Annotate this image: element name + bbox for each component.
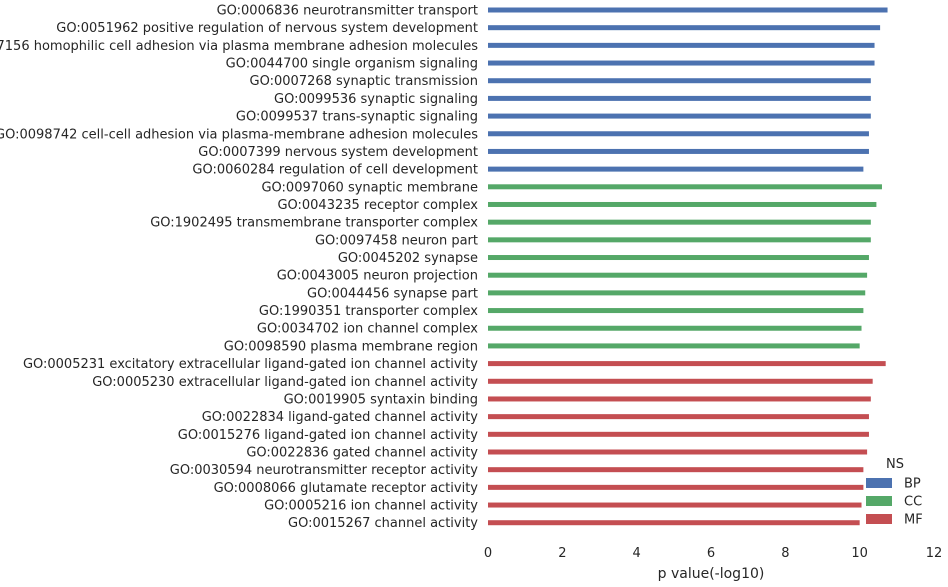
bar-cc: [488, 237, 871, 243]
category-label: GO:1902495 transmembrane transporter com…: [150, 216, 478, 231]
category-label: GO:0051962 positive regulation of nervou…: [56, 21, 478, 36]
legend-label-bp: BP: [904, 477, 921, 492]
legend-label-cc: CC: [904, 495, 922, 510]
category-label: GO:0045202 synapse: [338, 251, 478, 266]
x-tick-label: 4: [633, 546, 641, 561]
bar-cc: [488, 201, 877, 207]
category-labels: GO:0006836 neurotransmitter transport GO:…: [0, 4, 478, 532]
bar-mf: [488, 467, 864, 473]
bar-mf: [488, 484, 864, 490]
x-axis-label: p value(-log10): [658, 566, 765, 582]
category-label: GO:0044456 synapse part: [307, 286, 478, 301]
category-label: GO:0005230 extracellular ligand-gated io…: [92, 375, 478, 390]
category-label: GO:0097060 synaptic membrane: [261, 180, 478, 195]
bar-cc: [488, 184, 882, 190]
category-label: GO:0098590 plasma membrane region: [224, 339, 478, 354]
category-label: GO:0007156 homophilic cell adhesion via …: [0, 39, 478, 54]
bar-cc: [488, 290, 866, 296]
bar-bp: [488, 95, 871, 101]
bar-bp: [488, 7, 888, 13]
x-tick-label: 0: [484, 546, 492, 561]
bar-bp: [488, 78, 871, 84]
bar-mf: [488, 414, 869, 420]
bar-cc: [488, 343, 860, 349]
category-label: GO:0005231 excitatory extracellular liga…: [23, 357, 478, 372]
category-label: GO:0007268 synaptic transmission: [250, 74, 478, 89]
bar-cc: [488, 272, 868, 278]
category-label: GO:0060284 regulation of cell developmen…: [192, 163, 478, 178]
category-label: GO:0019905 syntaxin binding: [284, 392, 478, 407]
category-label: GO:0098742 cell-cell adhesion via plasma…: [0, 127, 478, 142]
bar-bp: [488, 131, 869, 137]
category-label: GO:0022834 ligand-gated channel activity: [202, 410, 479, 425]
category-label: GO:0044700 single organism signaling: [226, 57, 478, 72]
bar-mf: [488, 396, 871, 402]
bar-bp: [488, 148, 869, 154]
legend-swatch-bp: [866, 478, 892, 488]
bar-mf: [488, 431, 869, 437]
bar-cc: [488, 255, 869, 261]
category-label: GO:0097458 neuron part: [315, 233, 478, 248]
category-label: GO:0034702 ion channel complex: [257, 322, 478, 337]
bar-bp: [488, 113, 871, 119]
category-label: GO:0006836 neurotransmitter transport: [217, 4, 478, 19]
legend-title: NS: [886, 457, 904, 472]
bar-mf: [488, 449, 868, 455]
legend-label-mf: MF: [904, 513, 923, 528]
category-label: GO:0099536 synaptic signaling: [274, 92, 478, 107]
category-label: GO:0030594 neurotransmitter receptor act…: [170, 463, 479, 478]
x-axis-ticks: 0 2 4 6 8 10 12: [484, 546, 942, 561]
category-label: GO:0015267 channel activity: [288, 516, 478, 531]
bar-mf: [488, 520, 860, 526]
category-label: GO:0043235 receptor complex: [277, 198, 478, 213]
bar-cc: [488, 325, 862, 331]
x-tick-label: 10: [851, 546, 868, 561]
bar-bp: [488, 166, 864, 172]
bar-bp: [488, 42, 875, 48]
bar-mf: [488, 502, 862, 508]
category-label: GO:1990351 transporter complex: [259, 304, 478, 319]
category-label: GO:0008066 glutamate receptor activity: [214, 481, 479, 496]
category-label: GO:0022836 gated channel activity: [246, 446, 478, 461]
bar-cc: [488, 219, 871, 225]
category-label: GO:0043005 neuron projection: [277, 269, 478, 284]
bar-mf: [488, 378, 873, 384]
bar-bp: [488, 25, 881, 31]
category-label: GO:0099537 trans-synaptic signaling: [236, 110, 478, 125]
bar-mf: [488, 361, 886, 367]
category-label: GO:0005216 ion channel activity: [264, 499, 478, 514]
legend-swatch-cc: [866, 496, 892, 506]
x-tick-label: 2: [558, 546, 566, 561]
bar-cc: [488, 308, 864, 314]
legend: NS BP CC MF: [866, 457, 923, 528]
x-tick-label: 12: [926, 546, 943, 561]
bar-bp: [488, 60, 875, 66]
category-label: GO:0015276 ligand-gated ion channel acti…: [178, 428, 479, 443]
legend-swatch-mf: [866, 514, 892, 524]
bars-layer: [488, 7, 888, 526]
x-tick-label: 8: [781, 546, 789, 561]
x-tick-label: 6: [707, 546, 715, 561]
category-label: GO:0007399 nervous system development: [198, 145, 478, 160]
